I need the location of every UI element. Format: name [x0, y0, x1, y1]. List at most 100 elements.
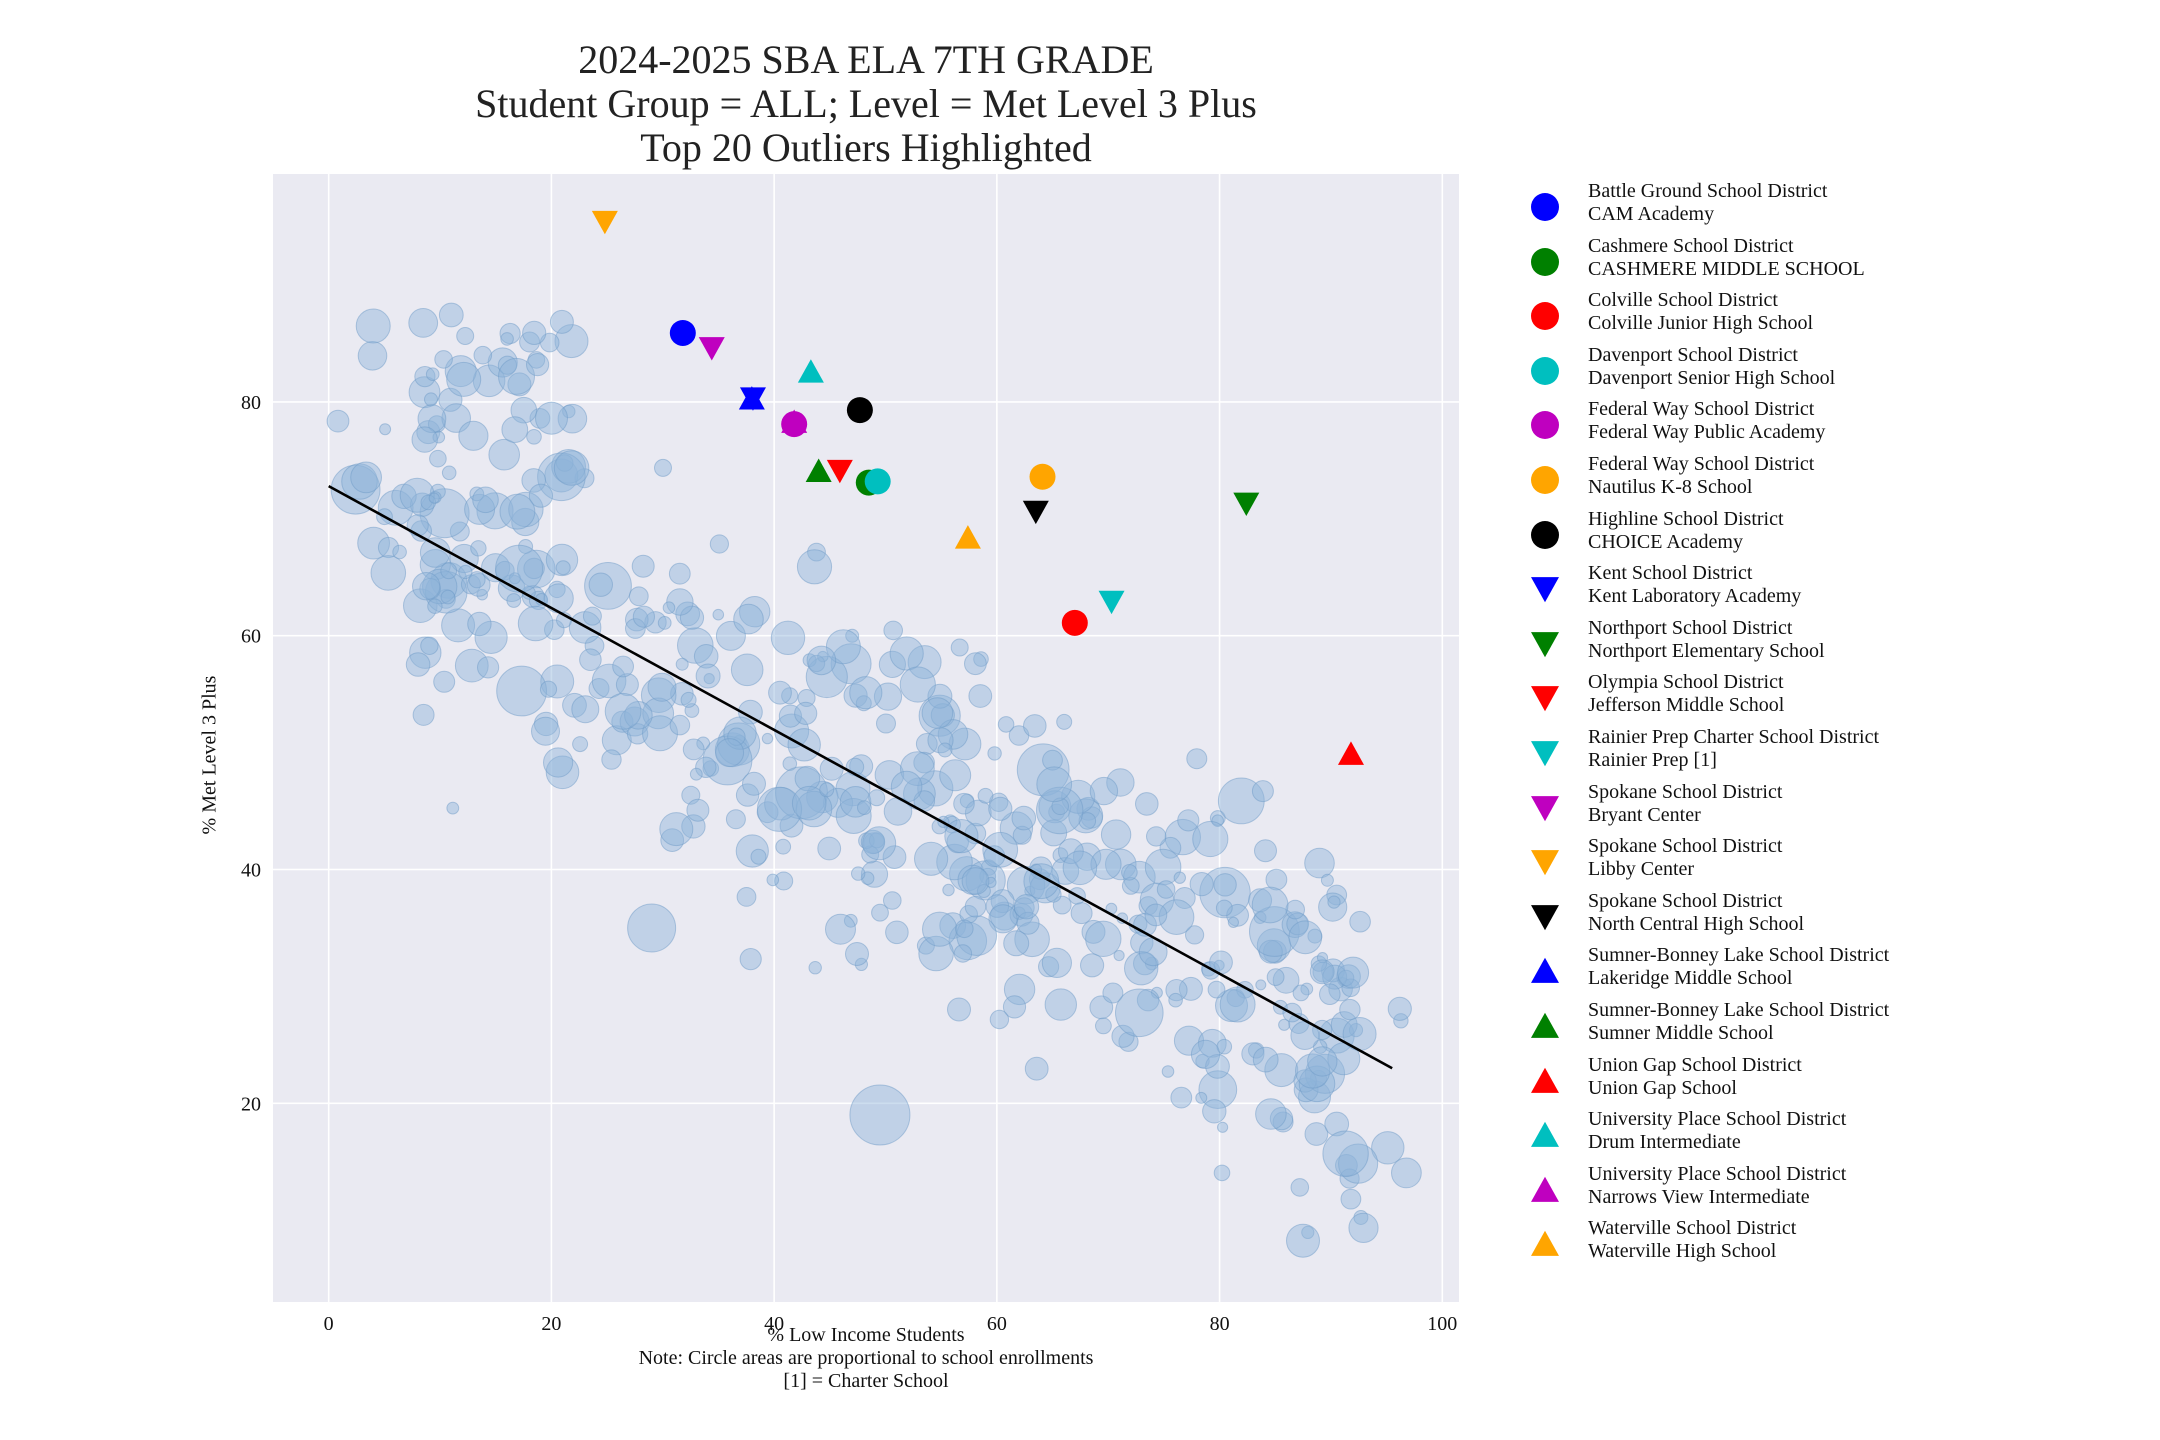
legend-school: Drum Intermediate — [1588, 1131, 1741, 1154]
legend-marker — [1531, 520, 1559, 549]
school-point — [944, 819, 979, 854]
school-point — [733, 603, 764, 635]
title-line-3: Top 20 Outliers Highlighted — [640, 125, 1092, 170]
school-point — [682, 738, 705, 761]
legend-district: Waterville School District — [1588, 1217, 1797, 1240]
legend-school: Libby Center — [1588, 858, 1695, 881]
legend-triangle-down-symbol — [1531, 795, 1559, 821]
school-point — [843, 913, 858, 928]
school-point — [467, 611, 492, 637]
legend-circle-symbol — [1531, 193, 1559, 221]
school-point — [350, 461, 383, 494]
school-point — [527, 351, 546, 369]
legend-label: Battle Ground School District CAM Academy — [1588, 180, 1827, 226]
school-point — [640, 677, 677, 714]
legend-school: Davenport Senior High School — [1588, 366, 1836, 389]
school-point — [1121, 877, 1140, 895]
school-point — [1045, 886, 1062, 903]
legend-school: Union Gap School — [1588, 1076, 1737, 1099]
school-point — [1170, 1086, 1193, 1109]
trend-line — [328, 484, 1393, 1070]
school-point — [878, 650, 907, 679]
school-point — [922, 911, 958, 947]
x-tick-label: 40 — [764, 1313, 784, 1335]
school-point — [874, 760, 905, 790]
school-point — [953, 792, 975, 815]
school-point — [817, 836, 842, 861]
school-point — [735, 834, 769, 868]
school-point — [1024, 1056, 1049, 1081]
school-point — [1161, 1065, 1175, 1078]
legend-item: Spokane School District Bryant Center — [1520, 781, 2140, 835]
legend-circle-symbol — [1531, 466, 1559, 494]
school-point — [989, 1009, 1010, 1030]
school-point — [1202, 1099, 1227, 1124]
legend-label: Colville School District Colville Junior … — [1588, 289, 1813, 335]
school-point — [1192, 820, 1229, 858]
legend-marker — [1531, 247, 1559, 276]
school-point — [1159, 836, 1182, 859]
school-point — [330, 464, 381, 515]
legend-marker — [1531, 795, 1559, 821]
school-point — [1089, 776, 1119, 806]
school-point — [735, 783, 760, 807]
school-point — [680, 691, 697, 708]
school-point — [927, 683, 953, 709]
legend-triangle-down-symbol — [1531, 577, 1559, 603]
school-point — [477, 656, 500, 679]
school-point — [1051, 797, 1069, 816]
school-point — [582, 606, 602, 626]
school-point — [1023, 714, 1047, 738]
legend-item: University Place School District Drum Int… — [1520, 1108, 2140, 1162]
school-point — [1090, 848, 1122, 880]
school-point — [830, 643, 872, 685]
school-point — [1252, 1046, 1279, 1073]
legend-school: CASHMERE MIDDLE SCHOOL — [1588, 257, 1865, 280]
title-line-1: 2024-2025 SBA ELA 7TH GRADE — [578, 37, 1154, 82]
legend-label: Waterville School District Waterville Hig… — [1588, 1217, 1796, 1263]
school-point — [761, 732, 774, 745]
school-point — [499, 493, 536, 530]
school-point — [1113, 949, 1125, 962]
school-point — [662, 601, 676, 615]
legend-marker — [1531, 686, 1559, 712]
school-point — [1339, 1168, 1360, 1189]
legend-item: Highline School District CHOICE Academy — [1520, 508, 2140, 562]
school-point — [835, 798, 872, 834]
school-point — [1177, 809, 1200, 832]
school-point — [817, 650, 829, 663]
school-point — [1391, 1157, 1422, 1189]
legend-item: Olympia School District Jefferson Middle … — [1520, 671, 2140, 725]
y-axis-label: % Met Level 3 Plus — [198, 675, 221, 835]
school-point — [519, 331, 541, 353]
school-point — [1219, 986, 1256, 1023]
school-point — [408, 308, 439, 338]
legend-district: Sumner-Bonney Lake School District — [1588, 944, 1890, 967]
legend-school: Northport Elementary School — [1588, 639, 1825, 662]
school-point — [1248, 888, 1273, 913]
school-point — [806, 780, 839, 814]
school-point — [1106, 768, 1135, 797]
outlier-triangle-up-marker — [1337, 741, 1364, 765]
legend-item: Sumner-Bonney Lake School District Sumner… — [1520, 999, 2140, 1053]
school-point — [1290, 1178, 1310, 1197]
school-point — [408, 376, 441, 409]
school-point — [914, 841, 949, 876]
school-point — [1205, 1054, 1230, 1079]
school-point — [669, 714, 691, 736]
school-point — [1085, 920, 1122, 957]
legend-marker — [1531, 411, 1559, 440]
title-line-2: Student Group = ALL; Level = Met Level 3… — [475, 81, 1257, 126]
legend-district: Union Gap School District — [1588, 1053, 1802, 1076]
school-point — [1190, 1039, 1221, 1070]
school-point — [571, 695, 600, 724]
school-point — [1158, 899, 1195, 935]
school-point — [1038, 956, 1060, 978]
school-point — [1292, 984, 1310, 1002]
legend-item: Federal Way School District Nautilus K-8 … — [1520, 453, 2140, 507]
legend-district: Spokane School District — [1588, 889, 1783, 912]
school-point — [419, 537, 451, 568]
school-point — [1213, 1164, 1231, 1182]
legend-district: University Place School District — [1588, 1108, 1847, 1131]
school-point — [601, 749, 622, 770]
